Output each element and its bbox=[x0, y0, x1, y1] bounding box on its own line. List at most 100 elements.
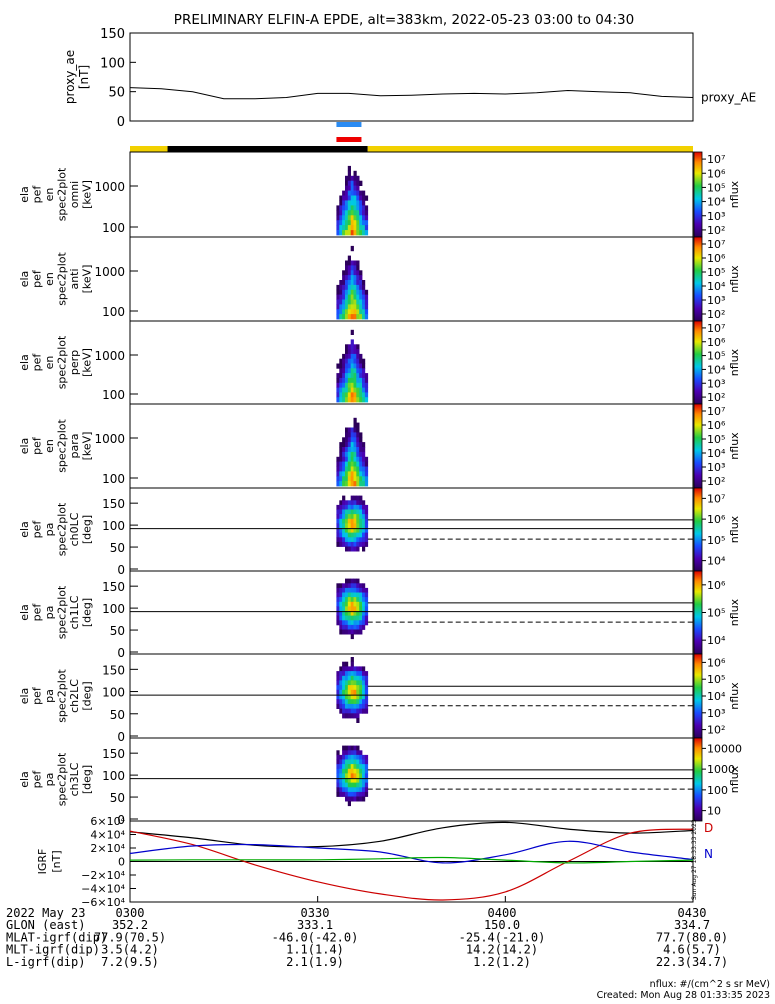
spectrogram-cell bbox=[350, 358, 354, 364]
colorbar-zlabel-group: nflux bbox=[728, 432, 741, 460]
footer-row-value: 0330 bbox=[301, 906, 330, 920]
spectrogram-cell bbox=[336, 606, 340, 612]
spectrogram-cell bbox=[345, 796, 349, 802]
spectrogram-cell bbox=[350, 773, 354, 779]
spectrogram-cell bbox=[350, 504, 354, 510]
spectrogram-cell bbox=[353, 694, 357, 700]
spectrogram-cell bbox=[362, 671, 366, 677]
spectrogram-cell bbox=[356, 205, 360, 211]
spectrogram-cell bbox=[345, 592, 349, 598]
spectrogram-cell bbox=[342, 200, 346, 206]
spectrogram-cell bbox=[345, 578, 349, 584]
spectrogram-cell bbox=[364, 528, 369, 533]
pitch-panel-ylabel-line: ch1LC bbox=[68, 595, 81, 629]
spectrogram-cell bbox=[353, 205, 357, 211]
spectrogram-cell bbox=[362, 195, 366, 201]
spectrogram-cell bbox=[359, 358, 363, 364]
spectrogram-cell bbox=[353, 481, 357, 487]
spectrogram-cell bbox=[353, 422, 357, 428]
energy-panel-ylabel-group: pef bbox=[31, 269, 44, 288]
spectrogram-cell bbox=[364, 620, 369, 626]
spectrogram-cell bbox=[336, 471, 340, 477]
spectrogram-cell bbox=[359, 606, 363, 612]
energy-panel-ylabel-group: ela bbox=[18, 186, 31, 203]
spectrogram-cell bbox=[364, 541, 369, 547]
spectrogram-cell bbox=[359, 699, 363, 705]
spectrogram-cell bbox=[336, 694, 340, 700]
spectrogram-cell bbox=[339, 791, 343, 797]
colorbar-zlabel: nflux bbox=[728, 515, 741, 543]
spectrogram-cell bbox=[362, 373, 366, 379]
spectrogram-cell bbox=[359, 624, 363, 630]
spectrogram-cell bbox=[356, 456, 360, 463]
spectrogram-cell bbox=[359, 442, 363, 448]
spectrogram-cell bbox=[350, 768, 354, 774]
spectrogram-cell bbox=[347, 392, 351, 398]
spectrogram-cell bbox=[350, 200, 354, 206]
spectrogram-cell bbox=[359, 368, 363, 374]
spectrogram-cell bbox=[347, 754, 351, 760]
spectrogram-cell bbox=[364, 471, 369, 477]
spectrogram-cell bbox=[336, 768, 340, 774]
spectrogram-cell bbox=[356, 353, 360, 360]
spectrogram-cell bbox=[339, 466, 343, 472]
spectrogram-cell bbox=[356, 500, 360, 506]
pitch-panel-ylabel-line: [deg] bbox=[81, 515, 94, 544]
spectrogram-cell bbox=[342, 680, 346, 686]
pitch-panel-ylabel-line: spec2plot bbox=[56, 502, 69, 556]
spectrogram-cell bbox=[336, 597, 340, 603]
proxy-ae-legend: proxy_AE bbox=[701, 91, 756, 105]
spectrogram-cell bbox=[342, 523, 346, 529]
pitch-panel-ylabel-line: pef bbox=[31, 520, 44, 539]
igrf-ylabel: IGRF bbox=[36, 849, 49, 875]
spectrogram-cell bbox=[350, 713, 354, 719]
footer-row-value: 77.7(80.0) bbox=[656, 930, 728, 944]
spectrogram-cell bbox=[359, 382, 363, 388]
pitch-panel-ylabel-group: pa bbox=[43, 523, 56, 537]
pitch-panel-ylabel-line: ela bbox=[18, 771, 31, 788]
pitch-panel-ylabel-group: spec2plot bbox=[56, 752, 69, 806]
pitch-panel-frame bbox=[129, 737, 694, 822]
spectrogram-cell bbox=[356, 185, 360, 191]
pitch-panel-ylabel-group: ela bbox=[18, 771, 31, 788]
spectrogram-cell bbox=[350, 466, 354, 472]
spectrogram-cell bbox=[356, 471, 360, 477]
energy-panel-ylabel-group: para bbox=[68, 434, 81, 459]
spectrogram-cell bbox=[336, 205, 340, 211]
colorbar-zlabel-group: nflux bbox=[728, 180, 741, 208]
spectrogram-cell bbox=[336, 782, 340, 788]
colorbar-tick-label: 10⁶ bbox=[707, 336, 726, 349]
spectrogram-cell bbox=[350, 344, 354, 350]
spectrogram-cell bbox=[362, 778, 366, 783]
spectrogram-cell bbox=[350, 437, 354, 443]
spectrogram-cell bbox=[359, 456, 363, 463]
spectrogram-cell bbox=[359, 629, 363, 635]
spectrogram-cell bbox=[342, 270, 346, 276]
spectrogram-cell bbox=[339, 671, 343, 677]
spectrogram-cell bbox=[359, 363, 363, 369]
energy-panel-ylabel-group: ela bbox=[18, 271, 31, 288]
spectrogram-cell bbox=[339, 500, 343, 506]
spectrogram-cell bbox=[336, 611, 340, 616]
pitch-panel-ylabel-line: pef bbox=[31, 770, 44, 789]
spectrogram-cell bbox=[347, 759, 351, 765]
spectrogram-cell bbox=[350, 583, 354, 589]
spectrogram-cell bbox=[345, 787, 349, 793]
spectrogram-cell bbox=[350, 451, 354, 458]
spectrogram-cell bbox=[364, 685, 369, 691]
spectrogram-cell bbox=[350, 587, 354, 593]
spectrogram-cell bbox=[362, 518, 366, 524]
spectrogram-cell bbox=[362, 773, 366, 779]
spectrogram-cell bbox=[362, 304, 366, 310]
spectrogram-cell bbox=[353, 373, 357, 379]
colorbar-tick-label: 10³ bbox=[707, 294, 725, 307]
spectrogram-cell bbox=[347, 601, 351, 607]
status-bar-segment bbox=[130, 146, 168, 152]
spectrogram-cell bbox=[345, 373, 349, 379]
spectrogram-cell bbox=[350, 778, 354, 783]
colorbar-tick-label: 10⁷ bbox=[707, 492, 725, 505]
spectrogram-cell bbox=[350, 294, 354, 300]
spectrogram-cell bbox=[350, 546, 354, 552]
spectrogram-cell bbox=[350, 661, 354, 667]
spectrogram-cell bbox=[342, 615, 346, 621]
